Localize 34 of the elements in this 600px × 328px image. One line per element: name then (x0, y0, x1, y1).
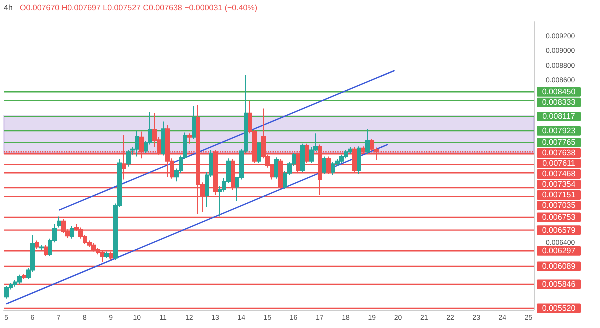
ref-line-label: 0.007638 (542, 148, 576, 158)
candlestick (365, 128, 370, 154)
candlestick (17, 274, 22, 285)
ref-line-label: 0.006089 (542, 262, 576, 272)
candlestick (126, 150, 131, 168)
text: O0.007670 H0.007697 L0.007527 C0.007638 −0.000031 (−0.40%) (20, 4, 258, 12)
ref-line-label: 0.007611 (542, 159, 576, 168)
candlestick (39, 244, 44, 250)
candlestick (70, 225, 74, 240)
ref-line-label: 0.007354 (542, 180, 576, 190)
ref-line-label: 0.006753 (542, 212, 576, 222)
candlestick (300, 143, 305, 173)
chart-title: 4h (4, 4, 13, 12)
candlestick (187, 133, 192, 144)
ref-line-label: 0.008450 (542, 88, 576, 97)
ref-line-label: 0.007151 (542, 190, 576, 200)
ref-line-label: 0.006297 (542, 246, 576, 256)
candlestick (257, 142, 261, 164)
candlestick (104, 251, 109, 259)
candlestick (192, 105, 196, 140)
ref-line-label: 0.007035 (542, 201, 576, 210)
candlestick (22, 273, 26, 280)
ref-line-label: 0.006579 (542, 226, 576, 235)
ref-line-label: 0.005520 (542, 304, 576, 314)
candlestick (357, 146, 361, 175)
candlestick (4, 286, 9, 300)
ref-line-label: 0.007923 (542, 126, 576, 136)
ref-line-label: 0.007765 (542, 138, 576, 148)
ref-line-label: 0.008117 (542, 112, 576, 122)
ref-line-label: 0.005846 (542, 280, 576, 289)
candlestick (57, 216, 61, 228)
candlestick (339, 154, 344, 164)
ref-line-label: 0.008333 (542, 98, 576, 108)
ref-line-label: 0.007468 (542, 170, 576, 179)
